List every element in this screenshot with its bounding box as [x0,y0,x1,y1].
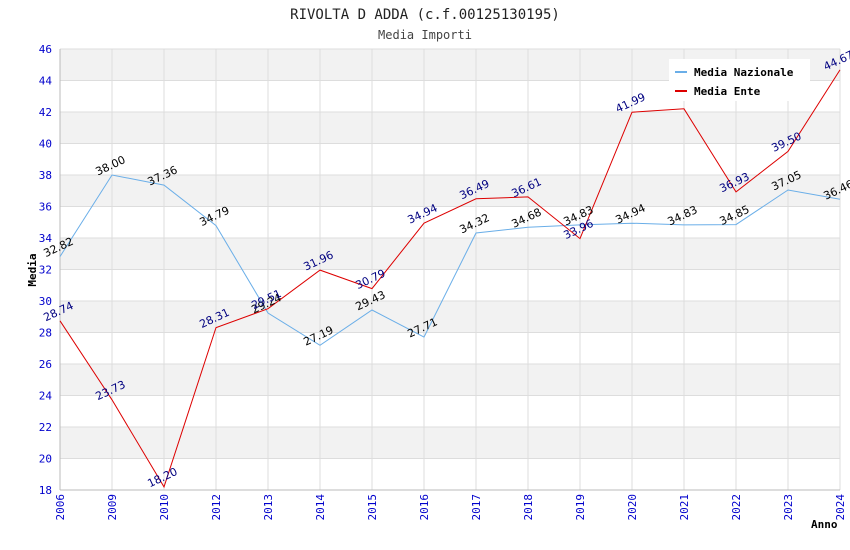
x-tick-label: 2021 [678,494,691,521]
x-tick-label: 2024 [834,494,847,521]
x-tick-label: 2009 [106,494,119,521]
legend-entry: Media Ente [694,85,761,98]
y-tick-label: 18 [39,484,52,497]
y-axis-label: Media [26,253,39,286]
x-tick-label: 2022 [730,494,743,521]
y-tick-label: 32 [39,264,52,277]
legend-box [669,59,810,101]
gridlines [59,48,841,491]
y-tick-label: 30 [39,295,52,308]
series-lines [59,69,841,489]
chart-subtitle: Media Importi [378,28,472,42]
x-tick-label: 2017 [470,494,483,521]
grid-band [60,112,840,144]
grid-band [60,238,840,270]
x-axis-ticks: 2006 2009 2010 2012 2013 2014 2015 2016 2017 2018… [54,494,847,521]
data-label: 18.20 [145,465,179,490]
y-tick-label: 44 [39,75,53,88]
y-tick-label: 34 [39,232,53,245]
y-tick-label: 42 [39,106,52,119]
y-tick-label: 20 [39,453,52,466]
x-tick-label: 2018 [522,494,535,521]
y-tick-label: 46 [39,43,52,56]
legend: Media Nazionale Media Ente [669,59,810,101]
grid-bands [60,49,840,459]
data-label: 34.79 [197,204,231,229]
grid-band [60,427,840,459]
y-tick-label: 40 [39,138,52,151]
x-tick-label: 2020 [626,494,639,521]
x-axis-label: Anno [811,518,838,531]
grid-band [60,175,840,207]
y-tick-label: 22 [39,421,52,434]
y-axis-ticks: 18 20 22 24 26 28 30 32 34 36 38 40 42 44 46 [39,43,53,497]
x-tick-label: 2019 [574,494,587,521]
x-tick-label: 2012 [210,494,223,521]
y-tick-label: 24 [39,390,53,403]
y-tick-label: 26 [39,358,52,371]
x-tick-label: 2006 [54,494,67,521]
x-tick-label: 2010 [158,494,171,521]
series-line-media-nazionale [59,174,841,346]
x-tick-label: 2014 [314,494,327,521]
chart-title: RIVOLTA D ADDA (c.f.00125130195) [290,7,560,23]
y-tick-label: 28 [39,327,52,340]
series-line-media-ente [59,69,841,489]
grid-band [60,364,840,396]
y-tick-label: 38 [39,169,52,182]
grid-band [60,301,840,333]
x-tick-label: 2013 [262,494,275,521]
x-tick-label: 2015 [366,494,379,521]
legend-entry: Media Nazionale [694,66,794,79]
x-tick-label: 2023 [782,494,795,521]
data-label: 34.32 [457,211,491,236]
axes [59,49,840,491]
x-tick-label: 2016 [418,494,431,521]
y-tick-label: 36 [39,201,52,214]
